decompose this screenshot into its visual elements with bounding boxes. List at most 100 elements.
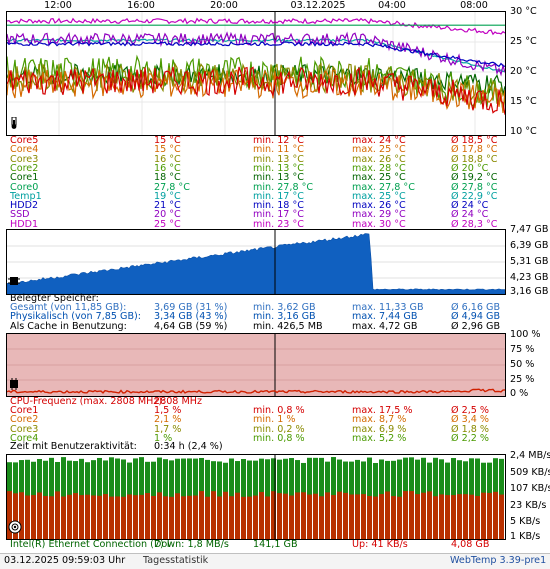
legend-min: min. 11 °C [253, 144, 304, 156]
legend-min: min. 13 °C [253, 172, 304, 184]
legend-avg: Ø 6,16 GB [451, 302, 501, 313]
net-up-bar [343, 492, 348, 539]
net-y-label: 107 KB/s [510, 483, 550, 494]
cpu-y-label: 100 % [510, 329, 541, 340]
thermometer-icon [11, 117, 17, 129]
legend-avg: Ø 20 °C [451, 162, 489, 174]
legend-name: Core5 [10, 135, 39, 146]
net-up-bar [265, 496, 270, 539]
net-up-bar [457, 494, 462, 539]
temperature-graph-svg [7, 12, 505, 135]
net-up-bar [67, 494, 72, 539]
legend-cur: 19 °C [154, 190, 181, 202]
temp-y-label: 25 °C [510, 36, 537, 47]
activity-label: Zeit mit Benutzeraktivität: [10, 441, 137, 452]
legend-avg: Ø 18,5 °C [451, 135, 498, 146]
legend-avg: Ø 2,96 GB [451, 320, 501, 332]
mem-y-label: 4,23 GB [510, 272, 549, 283]
cpu-y-label: 0 % [510, 388, 529, 399]
legend-max: max. 26 °C [352, 153, 406, 165]
legend-cur: 16 °C [154, 153, 181, 165]
network-graph [6, 454, 506, 540]
time-tick: 04:00 [378, 0, 406, 11]
net-up-bar [43, 495, 48, 539]
memory-title: Belegter Speicher: [10, 293, 99, 304]
net-up-bar [361, 494, 366, 539]
legend-min: min. 12 °C [253, 135, 304, 146]
legend-name: Core3 [10, 423, 39, 435]
network-graph-svg [7, 455, 504, 539]
net-up-bar [493, 491, 498, 539]
net-up-bar [79, 495, 84, 539]
net-up-bar [355, 494, 360, 539]
legend-max: max. 29 °C [352, 209, 406, 221]
net-up-bar [451, 495, 456, 539]
legend-name: Physikalisch (von 7,85 GB): [10, 311, 142, 323]
net-up-bar [121, 496, 126, 539]
net-up-bar [181, 496, 186, 539]
net-up-bar [37, 492, 42, 539]
legend-avg: Ø 3,4 % [451, 414, 490, 426]
legend-cur: 3,34 GB (43 %) [154, 311, 228, 323]
net-up-bar [367, 495, 372, 539]
net-up-bar [415, 494, 420, 539]
net-up-bar [97, 495, 102, 539]
legend-min: min. 0,8 % [253, 432, 305, 444]
legend-max: max. 17,5 % [352, 405, 413, 416]
legend-max: max. 30 °C [352, 218, 406, 230]
cpu-graph-svg [7, 334, 505, 396]
legend-avg: Ø 18,8 °C [451, 153, 498, 165]
legend-min: min. 18 °C [253, 200, 304, 212]
memory-graph-svg [7, 230, 505, 294]
legend-min: min. 17 °C [253, 209, 304, 221]
cpu-y-label: 50 % [510, 359, 535, 370]
mem-y-label: 5,31 GB [510, 256, 549, 267]
memory-graph [6, 229, 506, 295]
net-up-bar [211, 491, 216, 539]
net-up-bar [439, 494, 444, 539]
legend-avg: Ø 19,2 °C [451, 172, 498, 184]
legend-cur: 1 % [154, 432, 173, 444]
legend-max: max. 25 °C [352, 190, 406, 202]
temperature-graph [6, 11, 506, 136]
net-up-bar [229, 496, 234, 539]
net-up-bar [7, 491, 12, 539]
legend-max: max. 7,44 GB [352, 311, 418, 323]
net-up-bar [49, 496, 54, 539]
network-antenna-icon [8, 520, 22, 534]
legend-cur: 1,7 % [154, 423, 182, 435]
legend-name: Core3 [10, 153, 39, 165]
legend-name: Core1 [10, 172, 39, 184]
temperature-series-line [7, 41, 505, 68]
legend-cur: 21 °C [154, 200, 181, 212]
legend-min: min. 0,8 % [253, 405, 305, 416]
legend-cur: 20 °C [154, 209, 181, 221]
net-up-bar [469, 494, 474, 539]
legend-avg: Ø 22,9 °C [451, 190, 498, 202]
net-up-bar [187, 495, 192, 539]
net-up-bar [145, 493, 150, 539]
net-up-bar [289, 495, 294, 539]
legend-name: Core2 [10, 162, 39, 174]
legend-cur: 4,64 GB (59 %) [154, 320, 228, 332]
net-y-label: 5 KB/s [510, 516, 541, 527]
legend-cur: 25 °C [154, 218, 181, 230]
app-version-link[interactable]: WebTemp 3.39-pre1 [450, 555, 547, 566]
net-up-bar [175, 493, 180, 539]
net-up-bar [421, 492, 426, 539]
tab-tagesstatistik[interactable]: Tagesstatistik [143, 555, 209, 566]
temperature-series-line [7, 66, 505, 115]
net-up-bar [223, 491, 228, 539]
cpu-y-label: 25 % [510, 374, 535, 385]
legend-cur: 15 °C [154, 144, 181, 156]
legend-avg: Ø 2,2 % [451, 432, 490, 444]
legend-avg: Ø 17,8 °C [451, 144, 498, 156]
status-bar: 03.12.2025 09:59:03 Uhr Tagesstatistik W… [0, 553, 550, 569]
net-up-bar [307, 494, 312, 539]
legend-max: max. 4,72 GB [352, 320, 418, 332]
temperature-series-line [7, 62, 505, 95]
net-up-bar [133, 495, 138, 539]
legend-cur: 16 °C [154, 162, 181, 174]
net-up-bar [61, 496, 66, 539]
time-tick: 16:00 [127, 0, 155, 11]
